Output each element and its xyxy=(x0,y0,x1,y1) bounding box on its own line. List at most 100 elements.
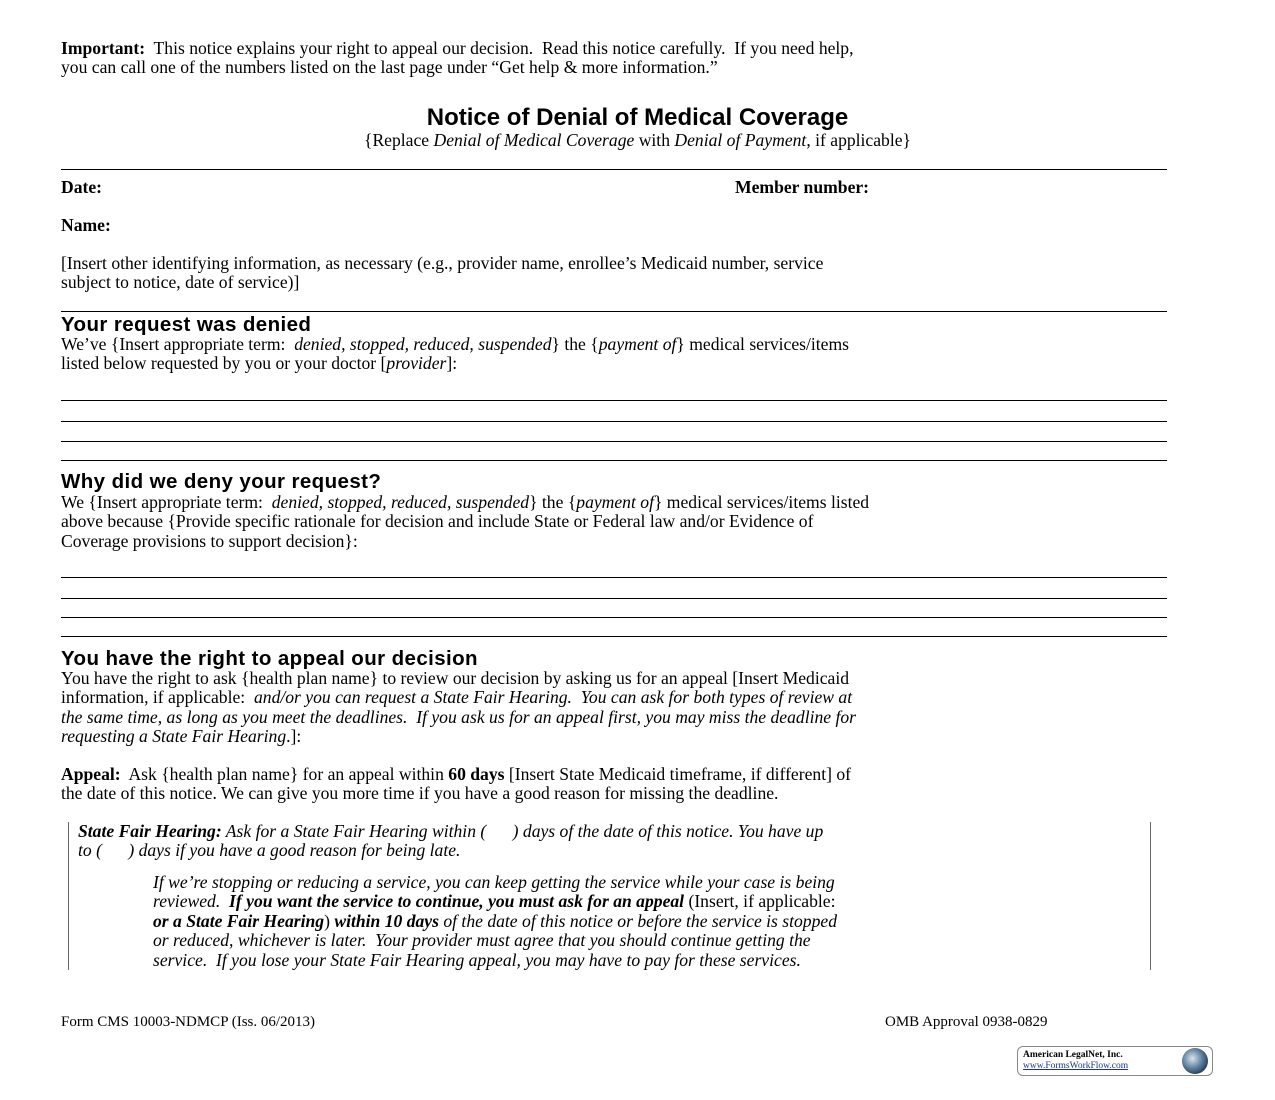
text-segment: If you want the service to continue, you… xyxy=(229,891,685,912)
why-denied-body: We {Insert appropriate term: denied, sto… xyxy=(61,492,870,551)
text-segment: State Fair Hearing: xyxy=(78,821,222,841)
identifying-info: [Insert other identifying information, a… xyxy=(61,253,824,293)
text-segment: Appeal: xyxy=(61,764,121,784)
divider xyxy=(61,311,1167,312)
right-to-appeal-body: You have the right to ask {health plan n… xyxy=(61,668,857,747)
text-segment: Coverage provisions to support decision}… xyxy=(61,530,358,551)
important-notice: Important: This notice explains your rig… xyxy=(61,38,854,78)
divider xyxy=(61,169,1167,170)
blank-line xyxy=(61,460,1167,461)
text-segment: Denial of Medical Coverage xyxy=(433,130,635,150)
section-heading-request-denied: Your request was denied xyxy=(61,313,312,336)
logo-name: American LegalNet, Inc. xyxy=(1023,1050,1123,1060)
blank-line xyxy=(61,598,1167,599)
text-segment: [Insert State Medicaid timeframe, if dif… xyxy=(504,764,852,784)
text-segment: } medical services/items xyxy=(676,334,850,354)
text-segment: above because {Provide specific rational… xyxy=(61,511,814,532)
text-segment: or a State Fair Hearing xyxy=(153,910,325,931)
text-line: You have the right to ask {health plan n… xyxy=(61,668,856,688)
blank-line xyxy=(61,636,1167,637)
text-line: State Fair Hearing: Ask for a State Fair… xyxy=(78,821,824,841)
text-line: information, if applicable: and/or you c… xyxy=(61,688,856,707)
date-label: Date: xyxy=(61,177,103,197)
section-heading-why-denied: Why did we deny your request? xyxy=(61,470,382,493)
text-segment: Ask for a State Fair Hearing within ( ) … xyxy=(221,821,824,841)
blank-line xyxy=(61,577,1167,578)
text-segment: and/or you can request a State Fair Hear… xyxy=(253,687,853,708)
text-line: above because {Provide specific rational… xyxy=(61,512,869,531)
state-fair-hearing-paragraph: State Fair Hearing: Ask for a State Fair… xyxy=(78,821,824,861)
blank-line xyxy=(61,441,1167,442)
text-line: or a State Fair Hearing) within 10 days … xyxy=(153,910,838,931)
text-segment: } the { xyxy=(529,492,577,512)
name-label: Name: xyxy=(61,215,111,235)
text-segment: {Replace xyxy=(364,130,434,150)
box-left-border xyxy=(68,822,69,970)
text-line: Appeal: Ask {health plan name} for an ap… xyxy=(61,764,852,784)
text-line: If we’re stopping or reducing a service,… xyxy=(153,872,837,892)
text-line: you can call one of the numbers listed o… xyxy=(61,58,854,77)
text-segment: subject to notice, date of service)] xyxy=(61,272,300,293)
globe-icon xyxy=(1182,1048,1208,1074)
subtitle: {Replace Denial of Medical Coverage with… xyxy=(0,130,1275,150)
text-segment: within 10 days xyxy=(334,910,439,931)
text-line: reviewed. If you want the service to con… xyxy=(153,892,837,911)
text-segment: denied, stopped, reduced, suspended xyxy=(294,334,552,354)
text-segment: service. If you lose your State Fair Hea… xyxy=(153,949,801,970)
text-segment: You have the right to ask {health plan n… xyxy=(61,668,850,688)
text-segment: ]: xyxy=(446,353,458,374)
text-line: or reduced, whichever is later. Your pro… xyxy=(153,931,837,950)
text-segment: Ask {health plan name} for an appeal wit… xyxy=(120,764,449,784)
appeal-paragraph: Appeal: Ask {health plan name} for an ap… xyxy=(61,764,852,804)
box-right-border xyxy=(1150,822,1151,970)
text-segment: , if applicable} xyxy=(806,130,911,150)
text-segment: We {Insert appropriate term: xyxy=(61,492,272,512)
text-segment: or reduced, whichever is later. Your pro… xyxy=(153,930,811,951)
text-segment: reviewed. xyxy=(153,891,230,912)
text-segment: payment of xyxy=(598,334,677,354)
text-line: [Insert other identifying information, a… xyxy=(61,253,824,273)
blank-line xyxy=(61,617,1167,618)
text-line: the date of this notice. We can give you… xyxy=(61,784,851,803)
text-segment: We’ve {Insert appropriate term: xyxy=(61,334,295,354)
text-segment: to ( ) days if you have a good reason fo… xyxy=(78,840,461,861)
text-line: subject to notice, date of service)] xyxy=(61,273,823,292)
text-segment: [Insert other identifying information, a… xyxy=(61,253,824,273)
american-legalnet-logo[interactable]: American LegalNet, Inc. www.FormsWorkFlo… xyxy=(1017,1046,1213,1076)
text-segment: } medical services/items listed xyxy=(653,492,870,512)
text-segment: } the { xyxy=(551,334,599,354)
text-segment: This notice explains your right to appea… xyxy=(145,38,854,58)
text-segment: of the date of this notice or before the… xyxy=(438,910,838,931)
omb-approval: OMB Approval 0938-0829 xyxy=(885,1014,1048,1030)
text-segment: Denial of Payment xyxy=(674,130,807,150)
continue-service-paragraph: If we’re stopping or reducing a service,… xyxy=(153,872,838,970)
form-number: Form CMS 10003-NDMCP (Iss. 06/2013) xyxy=(61,1014,316,1030)
text-line: the same time, as long as you meet the d… xyxy=(61,706,857,727)
blank-line xyxy=(61,400,1167,401)
text-segment: .]: xyxy=(286,726,302,747)
text-segment: you can call one of the numbers listed o… xyxy=(61,57,718,78)
text-line: to ( ) days if you have a good reason fo… xyxy=(78,841,823,860)
text-line: service. If you lose your State Fair Hea… xyxy=(153,949,837,970)
text-line: We’ve {Insert appropriate term: denied, … xyxy=(61,334,850,354)
text-segment: payment of xyxy=(576,492,654,512)
text-segment: information, if applicable: xyxy=(61,687,254,708)
text-segment: requesting a State Fair Hearing xyxy=(61,726,287,747)
text-segment: the same time, as long as you meet the d… xyxy=(61,706,857,727)
blank-line xyxy=(61,421,1167,422)
text-segment: listed below requested by you or your do… xyxy=(61,353,387,374)
text-segment: Important: xyxy=(61,38,146,58)
member-number-label: Member number: xyxy=(735,177,870,197)
text-line: Coverage provisions to support decision}… xyxy=(61,530,869,551)
text-line: Important: This notice explains your rig… xyxy=(61,38,854,58)
page-title: Notice of Denial of Medical Coverage xyxy=(426,104,849,131)
text-segment: If we’re stopping or reducing a service,… xyxy=(153,872,835,892)
request-denied-body: We’ve {Insert appropriate term: denied, … xyxy=(61,334,850,374)
text-segment: ) xyxy=(324,910,335,931)
logo-url-link[interactable]: www.FormsWorkFlow.com xyxy=(1023,1061,1129,1071)
text-segment: 60 days xyxy=(448,764,505,784)
text-segment: denied, stopped, reduced, suspended xyxy=(271,492,530,512)
text-segment: the date of this notice. We can give you… xyxy=(61,783,779,804)
text-segment: provider xyxy=(386,353,447,374)
text-line: {Replace Denial of Medical Coverage with… xyxy=(0,130,1275,150)
